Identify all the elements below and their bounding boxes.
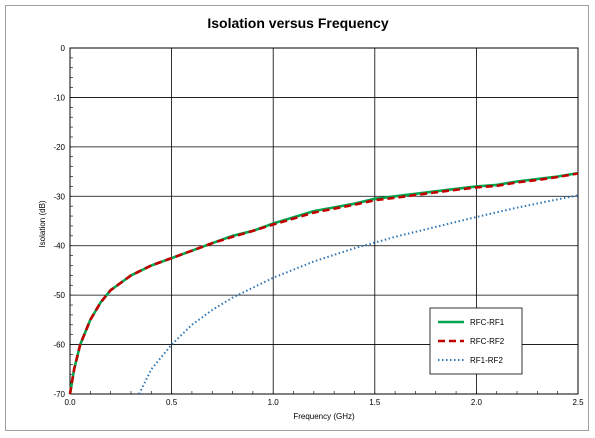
y-tick-label: -30 [53, 192, 65, 201]
y-tick-label: -20 [53, 143, 65, 152]
x-tick-label: 1.0 [268, 398, 280, 407]
y-tick-label: -70 [53, 390, 65, 399]
legend: RFC-RF1 RFC-RF2 RF1-RF2 [430, 308, 522, 374]
y-axis-title: Isolation (dB) [38, 200, 47, 247]
chart-svg: Isolation versus Frequency 0.0 0.5 1.0 1.5 2… [6, 6, 590, 432]
legend-label: RFC-RF1 [470, 318, 505, 327]
x-tick-label: 2.5 [572, 398, 584, 407]
x-axis-title: Frequency (GHz) [293, 412, 355, 421]
chart-frame: Isolation versus Frequency 0.0 0.5 1.0 1.5 2… [5, 5, 589, 431]
x-tick-label: 0.5 [166, 398, 178, 407]
x-tick-label: 2.0 [471, 398, 483, 407]
x-tick-label: 1.5 [369, 398, 381, 407]
legend-label: RF1-RF2 [470, 356, 503, 365]
chart-title: Isolation versus Frequency [207, 15, 388, 31]
y-tick-label: -60 [53, 341, 65, 350]
y-tick-label: -10 [53, 93, 65, 102]
legend-label: RFC-RF2 [470, 337, 505, 346]
y-tick-label: -40 [53, 242, 65, 251]
y-tick-label: 0 [61, 44, 66, 53]
x-tick-label: 0.0 [64, 398, 76, 407]
y-tick-label: -50 [53, 291, 65, 300]
